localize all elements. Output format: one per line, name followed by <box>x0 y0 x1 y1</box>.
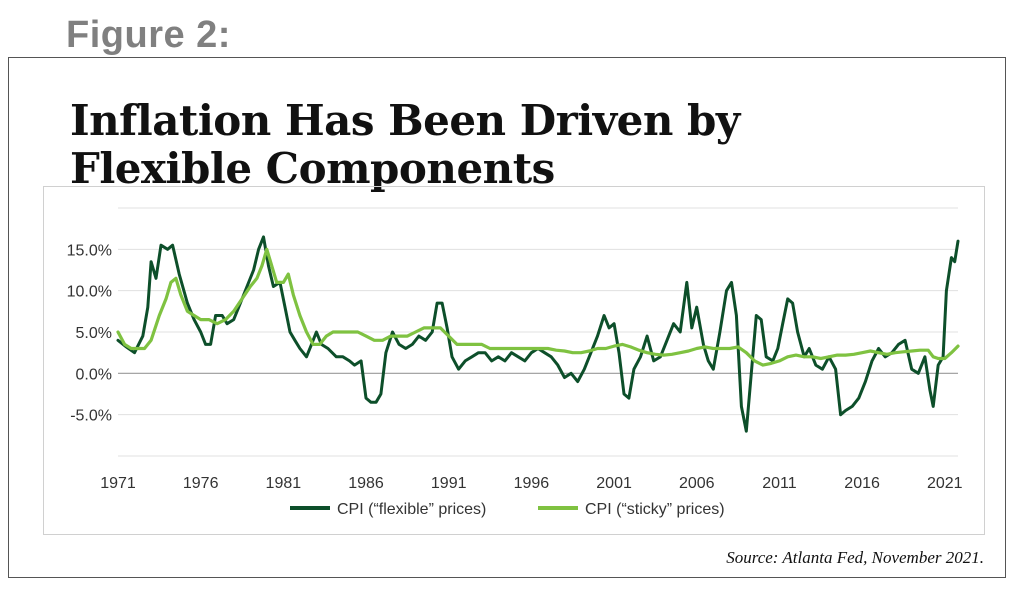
y-axis-ticks: -5.0% 0.0% 5.0% 10.0% 15.0% <box>67 242 112 424</box>
x-tick-label: 2011 <box>762 475 797 492</box>
x-tick-label: 2006 <box>679 475 715 492</box>
title-line-2: Flexible Components <box>70 144 555 193</box>
y-tick-label: -5.0% <box>70 408 112 425</box>
x-tick-label: 1986 <box>348 475 384 492</box>
chart-area-box <box>43 186 985 535</box>
figure-label: Figure 2: <box>66 14 231 56</box>
y-tick-label: 0.0% <box>76 366 112 383</box>
legend-flexible: CPI (“flexible” prices) <box>290 501 486 518</box>
x-tick-label: 1976 <box>183 475 219 492</box>
x-tick-label: 1991 <box>431 475 467 492</box>
x-tick-label: 1996 <box>514 475 550 492</box>
legend-sticky: CPI (“sticky” prices) <box>538 501 725 518</box>
chart-title: Inflation Has Been Driven by Flexible Co… <box>70 97 740 193</box>
legend-sticky-label: CPI (“sticky” prices) <box>585 501 725 518</box>
series-layer <box>116 235 960 433</box>
x-tick-label: 2021 <box>927 475 963 492</box>
sticky-cpi-line <box>116 247 960 367</box>
source-note: Source: Atlanta Fed, November 2021. <box>726 548 984 567</box>
y-tick-label: 10.0% <box>67 284 112 301</box>
x-axis-ticks: 1971 1976 1981 1986 1991 1996 2001 2006 2011 2016… <box>100 475 962 492</box>
grid-layer <box>118 207 958 457</box>
x-tick-label: 2016 <box>844 475 880 492</box>
figure-frame <box>8 57 1006 578</box>
title-line-1: Inflation Has Been Driven by <box>70 96 740 145</box>
legend-flexible-label: CPI (“flexible” prices) <box>337 501 486 518</box>
flexible-cpi-line <box>116 235 960 433</box>
x-tick-label: 1971 <box>100 475 136 492</box>
y-tick-label: 15.0% <box>67 242 112 259</box>
x-tick-label: 2001 <box>596 475 632 492</box>
x-tick-label: 1981 <box>266 475 302 492</box>
y-tick-label: 5.0% <box>76 325 112 342</box>
legend: CPI (“flexible” prices) CPI (“sticky” pri… <box>290 501 725 518</box>
